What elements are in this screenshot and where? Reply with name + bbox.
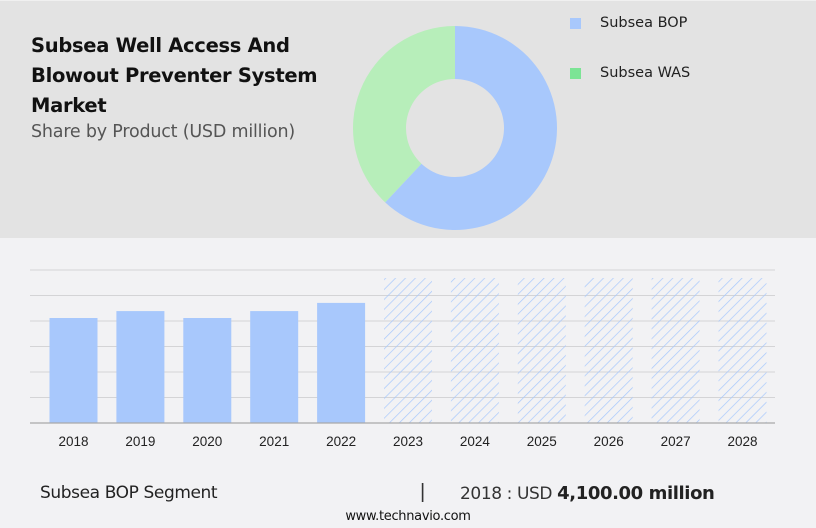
segment-label: Subsea BOP Segment [40, 483, 218, 503]
bar-2019[interactable] [116, 311, 165, 423]
bar-2028[interactable] [718, 278, 767, 423]
bar-2018[interactable] [49, 318, 98, 423]
bar-2021[interactable] [250, 311, 299, 423]
bar-2023[interactable] [384, 278, 432, 423]
x-tick-label: 2025 [527, 434, 557, 449]
donut-chart-panel: Subsea Well Access And Blowout Preventer… [0, 0, 816, 238]
x-tick-label: 2019 [125, 434, 155, 449]
x-tick-label: 2020 [192, 434, 222, 449]
segment-value-amount: 4,100.00 million [557, 483, 715, 504]
legend-item-subsea-was[interactable]: Subsea WAS [570, 65, 690, 81]
legend-item-subsea-bop[interactable]: Subsea BOP [570, 15, 687, 31]
bars [49, 278, 767, 423]
x-tick-label: 2027 [661, 434, 691, 449]
bar-2027[interactable] [651, 278, 700, 423]
x-tick-label: 2026 [594, 434, 624, 449]
legend-label: Subsea WAS [600, 65, 691, 81]
x-axis-labels: 2018 2019 2020 2021 2022 2023 2024 2025 2026 2027… [58, 434, 757, 449]
x-tick-label: 2018 [58, 434, 88, 449]
x-tick-label: 2023 [393, 434, 423, 449]
bar-2022[interactable] [317, 302, 366, 423]
donut-slice-subsea-bop[interactable] [385, 26, 557, 230]
bar-2025[interactable] [517, 278, 566, 423]
bar-chart: 2018 2019 2020 2021 2022 2023 2024 2025 2026 2027… [30, 269, 775, 449]
legend-swatch-icon [570, 67, 581, 79]
x-tick-label: 2021 [259, 434, 289, 449]
chart-title: Subsea Well Access And Blowout Preventer… [31, 34, 318, 117]
x-tick-label: 2022 [326, 434, 356, 449]
chart-subtitle: Share by Product (USD million) [31, 122, 296, 142]
segment-value-prefix: 2018 : USD [460, 484, 558, 504]
legend-swatch-icon [570, 17, 581, 29]
donut-chart [353, 26, 557, 230]
footer-divider: | [420, 481, 426, 503]
bar-2020[interactable] [183, 318, 232, 423]
bar-2026[interactable] [584, 278, 633, 423]
donut-slice-subsea-was[interactable] [353, 26, 455, 203]
segment-value: 2018 : USD 4,100.00 million [460, 483, 715, 504]
legend-label: Subsea BOP [600, 15, 688, 31]
bar-2024[interactable] [450, 278, 499, 423]
x-tick-label: 2028 [727, 434, 757, 449]
x-tick-label: 2024 [460, 434, 491, 449]
source-url[interactable]: www.technavio.com [345, 509, 471, 524]
